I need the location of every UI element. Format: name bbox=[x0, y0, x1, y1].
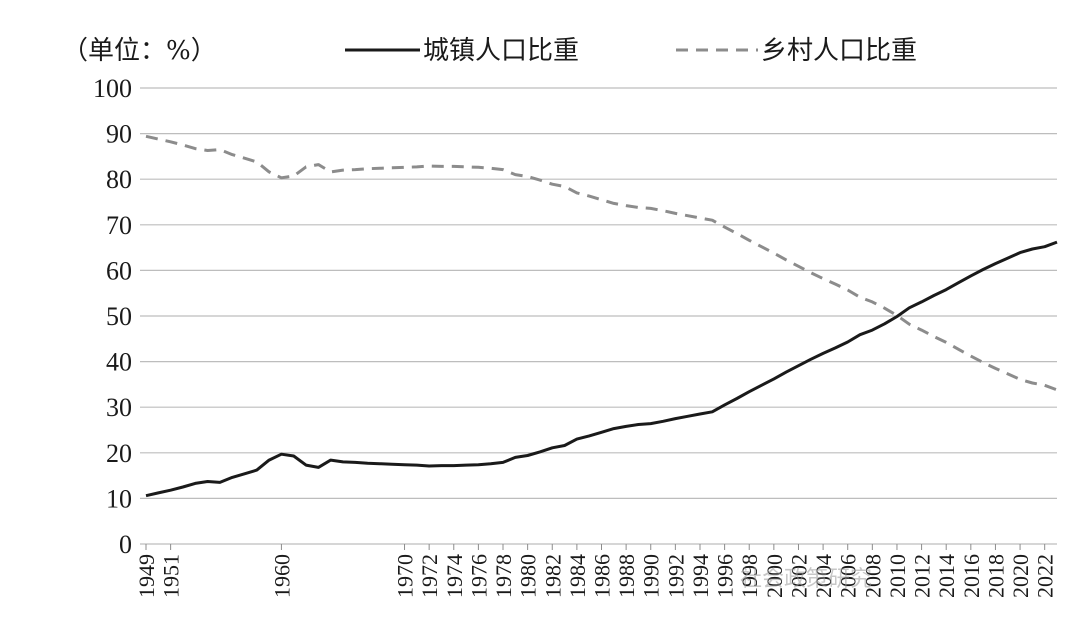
x-tick-label: 1992 bbox=[663, 554, 688, 598]
watermark: 社会政策研究 bbox=[740, 567, 872, 592]
x-tick-label: 1986 bbox=[590, 554, 615, 598]
unit-label: （单位：%） bbox=[62, 36, 217, 66]
legend-label-urban: 城镇人口比重 bbox=[423, 36, 579, 66]
x-tick-label: 1990 bbox=[639, 554, 664, 598]
y-tick-label: 50 bbox=[106, 302, 132, 331]
legend-label-rural: 乡村人口比重 bbox=[761, 36, 917, 66]
y-tick-label: 90 bbox=[106, 120, 132, 149]
x-tick-label: 2020 bbox=[1008, 554, 1033, 598]
x-tick-label: 1988 bbox=[614, 554, 639, 598]
gridlines bbox=[140, 87, 1057, 545]
x-tick-label: 1998 bbox=[737, 554, 762, 598]
x-tick-label: 1982 bbox=[540, 554, 565, 598]
x-tick-label: 1978 bbox=[491, 554, 516, 598]
x-tick-label: 1974 bbox=[442, 554, 467, 598]
x-tick-label: 2014 bbox=[934, 554, 959, 598]
x-tick-label: 2006 bbox=[836, 554, 861, 598]
y-tick-label: 80 bbox=[106, 165, 132, 194]
series-lines bbox=[145, 134, 1058, 498]
x-tick-label: 1960 bbox=[269, 554, 294, 598]
legend: 城镇人口比重 乡村人口比重 bbox=[345, 36, 917, 66]
x-tick-label: 1976 bbox=[466, 554, 491, 598]
x-tick-label: 2010 bbox=[885, 554, 910, 598]
x-axis-ticks: 1949 1951 1960 1970 1972 1974 1976 1978 1980 1982… bbox=[134, 544, 1058, 598]
x-tick-label: 1996 bbox=[713, 554, 738, 598]
y-tick-label: 40 bbox=[106, 348, 132, 377]
x-tick-label: 1951 bbox=[159, 554, 184, 598]
y-axis-ticks: 0 10 20 30 40 50 60 70 80 90 100 bbox=[93, 74, 132, 559]
y-tick-label: 70 bbox=[106, 211, 132, 240]
x-tick-label: 1970 bbox=[393, 554, 418, 598]
x-tick-label: 2000 bbox=[762, 554, 787, 598]
y-tick-label: 60 bbox=[106, 256, 132, 285]
x-tick-label: 1984 bbox=[565, 554, 590, 598]
series-line-rural bbox=[145, 134, 1058, 392]
x-tick-label: 2012 bbox=[910, 554, 935, 598]
x-tick-label: 2002 bbox=[786, 554, 811, 598]
x-tick-label: 2016 bbox=[959, 554, 984, 598]
x-tick-label: 1949 bbox=[134, 554, 159, 598]
x-tick-label: 2008 bbox=[860, 554, 885, 598]
y-tick-label: 20 bbox=[106, 439, 132, 468]
y-tick-label: 0 bbox=[119, 530, 132, 559]
x-tick-label: 2022 bbox=[1033, 554, 1058, 598]
y-tick-label: 10 bbox=[106, 484, 132, 513]
x-tick-label: 1994 bbox=[688, 554, 713, 598]
series-line-urban bbox=[145, 240, 1058, 498]
x-tick-label: 2004 bbox=[811, 554, 836, 598]
y-tick-label: 100 bbox=[93, 74, 132, 103]
x-tick-label: 2018 bbox=[983, 554, 1008, 598]
x-tick-label: 1980 bbox=[516, 554, 541, 598]
y-tick-label: 30 bbox=[106, 393, 132, 422]
x-tick-label: 1972 bbox=[417, 554, 442, 598]
